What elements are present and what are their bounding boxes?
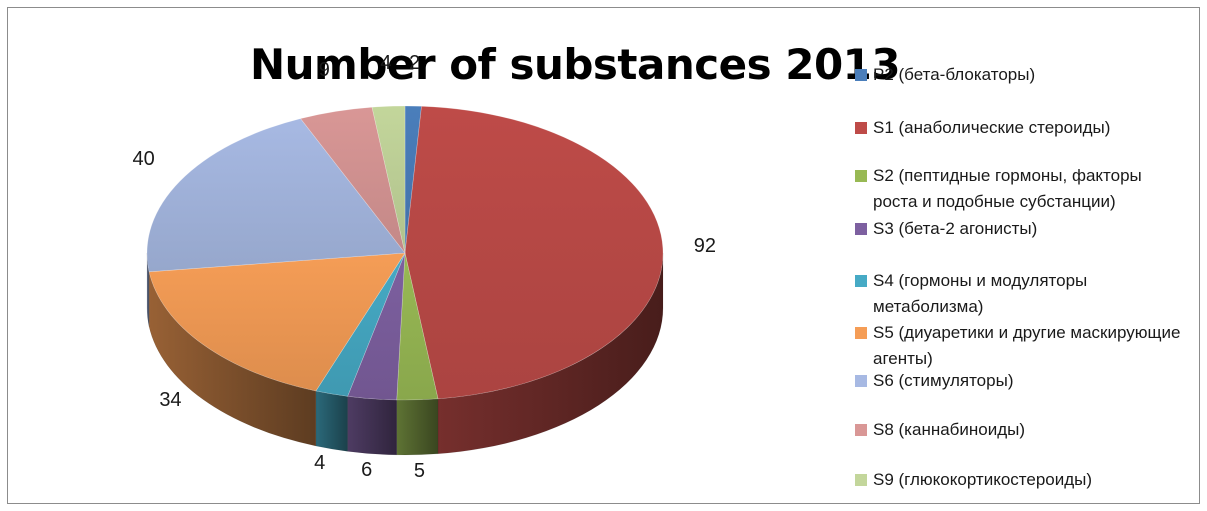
legend-swatch — [855, 69, 867, 81]
legend: P2 (бета-блокаторы) S1 (анаболические сте… — [855, 0, 1195, 511]
data-label-2: 5 — [413, 460, 425, 483]
data-label-0: 2 — [409, 52, 421, 75]
legend-item: S5 (диуаретики и другие маскирующие аген… — [855, 320, 1188, 372]
pie-slice-7 — [300, 106, 406, 254]
legend-swatch — [855, 327, 867, 339]
legend-label: S6 (стимуляторы) — [873, 371, 1014, 390]
data-label-7: 9 — [318, 58, 330, 81]
legend-swatch — [855, 170, 867, 182]
data-label-3: 6 — [361, 458, 373, 481]
legend-swatch — [855, 122, 867, 134]
pie-side-2 — [396, 398, 439, 456]
pie-slice-0 — [404, 105, 422, 254]
legend-swatch — [855, 424, 867, 436]
legend-label: S5 (диуаретики и другие маскирующие аген… — [873, 323, 1181, 368]
pie-slice-8 — [371, 105, 406, 254]
legend-item: S1 (анаболические стероиды) — [855, 115, 1188, 141]
legend-item: S6 (стимуляторы) — [855, 368, 1188, 394]
legend-label: S8 (каннабиноиды) — [873, 420, 1026, 439]
legend-swatch — [855, 223, 867, 235]
legend-label: S3 (бета-2 агонисты) — [873, 219, 1038, 238]
legend-label: S4 (гормоны и модуляторы метаболизма) — [873, 271, 1088, 316]
pie-side-3 — [347, 396, 397, 456]
pie-slice-2 — [396, 252, 439, 401]
legend-item: S2 (пептидные гормоны, факторы роста и п… — [855, 163, 1188, 215]
pie-slice-6 — [146, 118, 406, 273]
chart-title: Number of substances 2013 — [250, 40, 901, 89]
data-label-1: 92 — [693, 234, 716, 257]
legend-swatch — [855, 275, 867, 287]
pie-slice-5 — [148, 252, 406, 392]
legend-swatch — [855, 375, 867, 387]
legend-label: P2 (бета-блокаторы) — [873, 65, 1036, 84]
legend-item: P2 (бета-блокаторы) — [855, 62, 1188, 88]
pie-slice-1 — [404, 105, 664, 400]
data-label-8: 4 — [380, 52, 392, 75]
legend-label: S1 (анаболические стероиды) — [873, 118, 1111, 137]
pie-sides — [146, 252, 664, 456]
legend-label: S9 (глюкокортикостероиды) — [873, 470, 1093, 489]
legend-label: S2 (пептидные гормоны, факторы роста и п… — [873, 166, 1142, 211]
pie-slice-4 — [315, 252, 406, 397]
pie-tops — [146, 105, 664, 401]
legend-item: S4 (гормоны и модуляторы метаболизма) — [855, 268, 1188, 320]
legend-swatch — [855, 474, 867, 486]
data-label-5: 34 — [159, 389, 182, 412]
legend-item: S3 (бета-2 агонисты) — [855, 216, 1188, 242]
pie-side-4 — [315, 390, 348, 452]
legend-item: S8 (каннабиноиды) — [855, 417, 1188, 443]
legend-item: S9 (глюкокортикостероиды) — [855, 467, 1188, 493]
data-label-6: 40 — [132, 148, 155, 171]
pie-slice-3 — [347, 252, 406, 401]
data-label-4: 4 — [314, 452, 326, 475]
